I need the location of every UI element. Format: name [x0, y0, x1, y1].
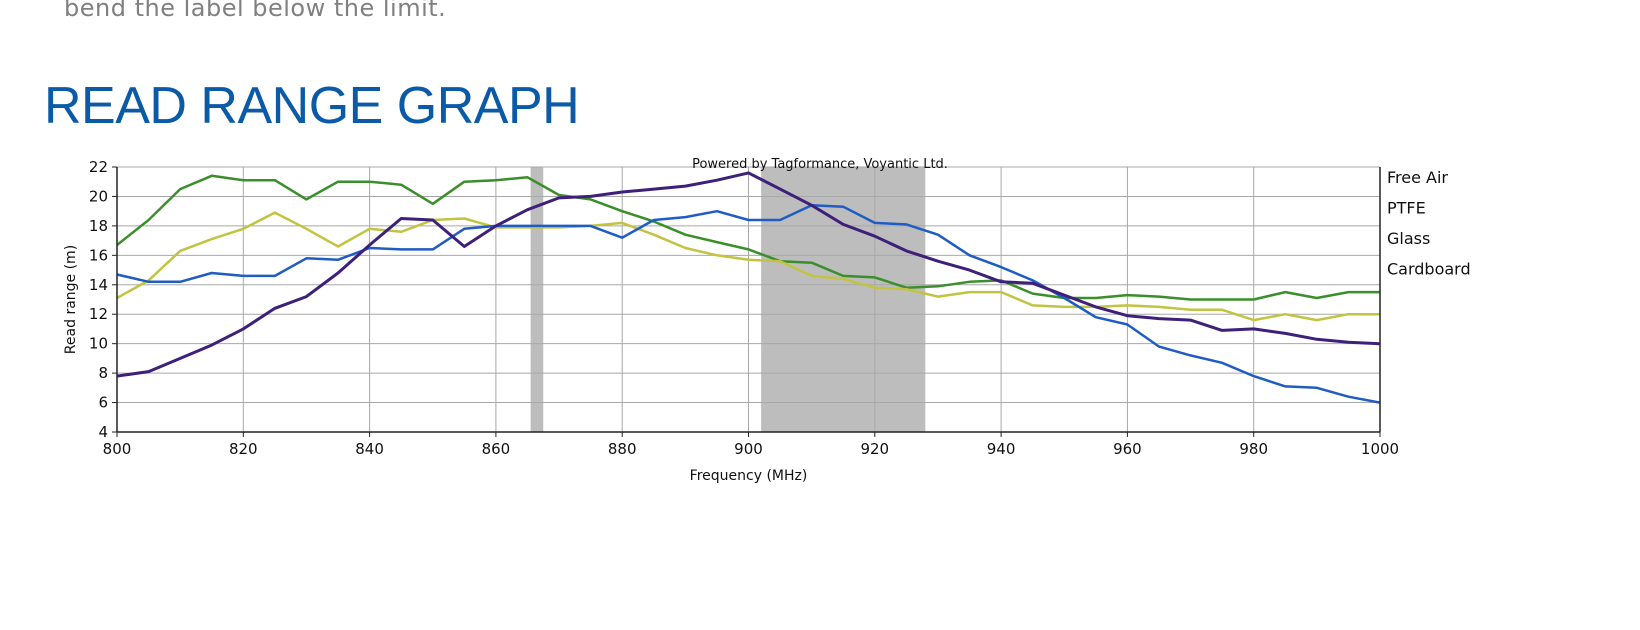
series-line-cardboard [116, 171, 1381, 378]
y-tick-label: 18 [89, 217, 108, 235]
y-tick-label: 20 [89, 187, 108, 205]
y-tick-label: 14 [89, 276, 108, 294]
series-line-glass [116, 204, 1381, 404]
x-tick-label: 860 [482, 440, 511, 458]
shaded-band-0 [530, 167, 544, 432]
legend-item-glass: Glass [1387, 229, 1430, 248]
intro-text: bend the label below the limit. [64, 0, 447, 22]
series-line-free-air [116, 174, 1380, 301]
y-tick-label: 12 [89, 305, 108, 323]
legend-item-cardboard: Cardboard [1387, 260, 1471, 279]
y-axis-title: Read range (m) [63, 245, 79, 354]
y-tick-label: 16 [89, 246, 108, 264]
x-tick-label: 880 [608, 440, 637, 458]
x-tick-label: 940 [987, 440, 1016, 458]
x-tick-label: 980 [1239, 440, 1268, 458]
y-tick-label: 6 [98, 394, 108, 412]
x-tick-label: 800 [103, 440, 132, 458]
section-title: READ RANGE GRAPH [44, 77, 580, 135]
x-axis-title: Frequency (MHz) [690, 468, 808, 484]
y-tick-label: 8 [98, 364, 108, 382]
legend-item-free-air: Free Air [1387, 168, 1448, 187]
x-tick-label: 840 [355, 440, 384, 458]
x-tick-label: 1000 [1361, 440, 1399, 458]
chart-watermark: Powered by Tagformance, Voyantic Ltd. [692, 157, 948, 172]
x-tick-label: 820 [229, 440, 258, 458]
x-tick-label: 900 [734, 440, 763, 458]
y-tick-label: 22 [89, 158, 108, 176]
y-tick-label: 4 [98, 423, 108, 441]
x-tick-label: 920 [860, 440, 889, 458]
shaded-band-1 [761, 167, 926, 432]
legend-item-ptfe: PTFE [1387, 199, 1426, 218]
y-tick-label: 10 [89, 335, 108, 353]
series-line-ptfe [116, 211, 1380, 322]
x-tick-label: 960 [1113, 440, 1142, 458]
